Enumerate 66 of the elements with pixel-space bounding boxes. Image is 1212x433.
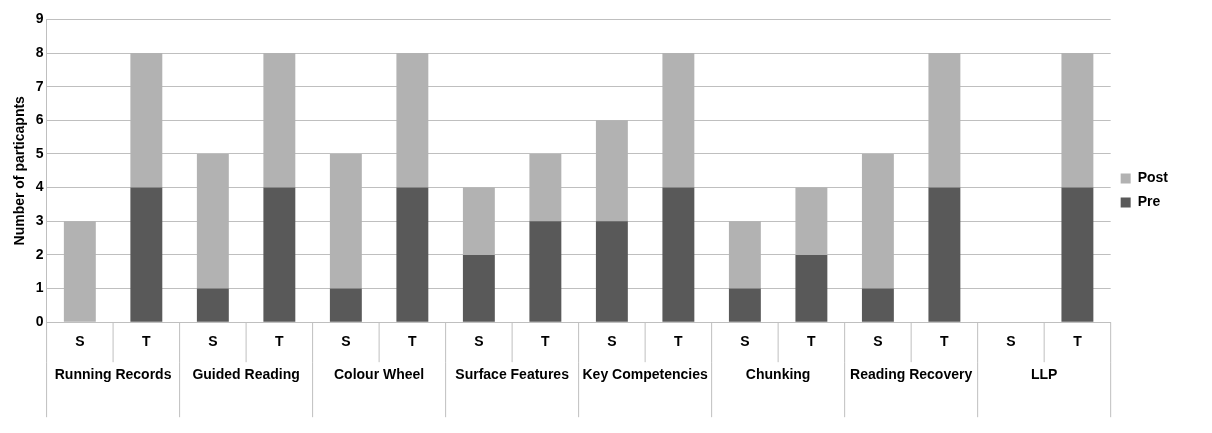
y-tick-label: 9	[35, 10, 44, 27]
bar	[595, 221, 628, 322]
x-tick-label: T	[275, 333, 285, 350]
bar	[728, 221, 761, 289]
text: Chunking	[745, 366, 811, 383]
bar	[263, 187, 296, 322]
x-tick-label: T	[807, 333, 817, 350]
bar	[795, 254, 828, 322]
text: Surface Features	[455, 366, 570, 383]
bar	[595, 120, 628, 222]
bar	[861, 153, 894, 289]
legend-label: Post	[1137, 169, 1169, 186]
bar	[396, 187, 429, 322]
bar	[130, 187, 163, 322]
bar	[396, 53, 429, 188]
text: LLP	[1030, 366, 1058, 383]
x-tick-label: S	[208, 333, 218, 350]
x-tick-label: T	[1073, 333, 1083, 350]
bar	[63, 221, 96, 322]
x-tick-label: S	[607, 333, 617, 350]
x-tick-label: S	[341, 333, 351, 350]
bar	[196, 153, 229, 289]
x-tick-label: S	[873, 333, 883, 350]
legend-label: Pre	[1137, 193, 1161, 210]
bar	[861, 288, 894, 322]
bar	[529, 221, 562, 322]
bar	[329, 153, 362, 289]
x-tick-label: S	[474, 333, 484, 350]
bar	[728, 288, 761, 322]
text: Colour Wheel	[333, 366, 425, 383]
y-tick-label: 4	[35, 178, 44, 195]
bar	[196, 288, 229, 322]
bar	[263, 53, 296, 188]
y-tick-label: 8	[35, 43, 44, 60]
x-tick-label: S	[75, 333, 85, 350]
y-axis-title: Number of particapnts	[11, 95, 28, 246]
bar	[928, 187, 961, 322]
bar	[1061, 187, 1094, 322]
bar	[1061, 53, 1094, 188]
x-tick-label: S	[1006, 333, 1016, 350]
bar	[529, 153, 562, 222]
x-tick-label: T	[541, 333, 551, 350]
y-tick-label: 0	[35, 313, 44, 330]
text: Guided Reading	[192, 366, 300, 383]
bar	[130, 53, 163, 188]
text: Key Competencies	[582, 366, 708, 383]
bar	[928, 53, 961, 188]
text: Reading Recovery	[850, 366, 973, 383]
y-tick-label: 7	[35, 77, 44, 94]
x-tick-label: T	[408, 333, 418, 350]
y-tick-label: 3	[35, 212, 44, 229]
y-tick-label: 2	[35, 245, 44, 262]
y-tick-label: 5	[35, 144, 44, 161]
bar	[662, 53, 695, 188]
x-tick-label: T	[674, 333, 684, 350]
x-tick-label: T	[142, 333, 152, 350]
bar	[662, 187, 695, 322]
y-tick-label: 6	[35, 111, 44, 128]
bar	[795, 187, 828, 255]
y-tick-label: 1	[35, 279, 44, 296]
bar	[462, 187, 495, 255]
bar	[329, 288, 362, 322]
x-tick-label: S	[740, 333, 750, 350]
text: Running Records	[54, 366, 172, 383]
bar	[462, 254, 495, 322]
x-tick-label: T	[940, 333, 950, 350]
